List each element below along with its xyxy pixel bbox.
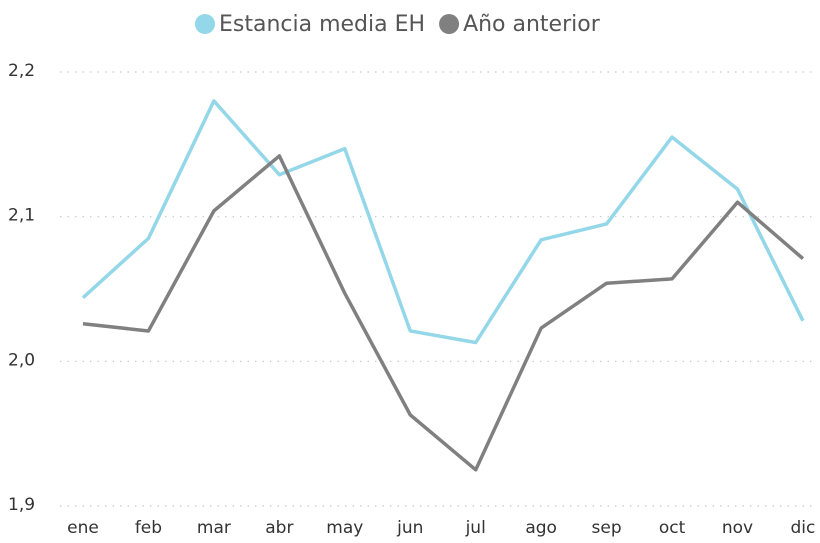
x-tick-label: ene: [67, 518, 99, 538]
y-tick-label: 2,2: [8, 61, 35, 81]
x-tick-label: ago: [525, 518, 557, 538]
legend-label: Año anterior: [463, 12, 601, 37]
y-tick-label: 2,1: [8, 206, 35, 226]
legend-label: Estancia media EH: [219, 12, 425, 37]
x-tick-label: feb: [135, 518, 162, 538]
legend: Estancia media EH Año anterior: [195, 12, 601, 37]
x-tick-label: sep: [592, 518, 622, 538]
x-tick-label: may: [326, 518, 363, 538]
series-line: [81, 99, 805, 345]
x-tick-label: jun: [396, 518, 423, 538]
x-tick-label: nov: [722, 518, 753, 538]
series-line: [82, 154, 805, 472]
legend-marker: [439, 14, 460, 34]
x-tick-label: mar: [197, 518, 231, 538]
legend-marker: [195, 14, 215, 34]
x-tick-label: dic: [791, 518, 816, 538]
x-tick-label: oct: [659, 518, 686, 538]
x-tick-label: abr: [265, 518, 293, 538]
x-tick-label: jul: [465, 518, 486, 538]
y-tick-label: 2,0: [8, 350, 35, 370]
y-tick-label: 1,9: [8, 495, 35, 515]
